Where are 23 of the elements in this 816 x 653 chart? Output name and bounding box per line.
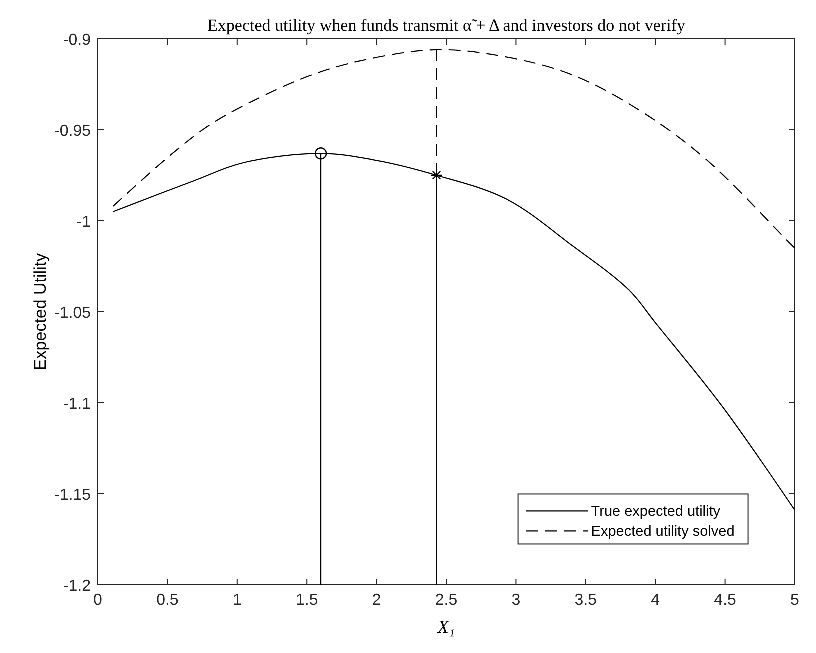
legend-label: Expected utility solved bbox=[591, 524, 735, 540]
x-tick-label: 3.5 bbox=[574, 592, 598, 609]
chart-title: Expected utility when funds transmit α̃ + Δ and investors do not verify bbox=[208, 16, 686, 35]
y-tick-label: -1.05 bbox=[54, 305, 92, 322]
x-tick-label: 2.5 bbox=[435, 592, 458, 609]
x-tick-label: 2 bbox=[372, 592, 382, 609]
x-tick-label: 3 bbox=[512, 592, 521, 609]
x-tick-label: 1.5 bbox=[296, 592, 318, 609]
y-tick-label: -1.2 bbox=[63, 578, 92, 595]
x-tick-label: 0 bbox=[94, 592, 103, 609]
y-axis-title: Expected Utility bbox=[31, 252, 50, 371]
x-axis-title: X₁ bbox=[436, 617, 456, 637]
y-tick-label: -1.15 bbox=[54, 487, 92, 504]
x-tick-label: 4.5 bbox=[714, 592, 737, 609]
x-tick-label: 4 bbox=[651, 592, 660, 609]
x-tick-label: 5 bbox=[790, 592, 800, 609]
x-tick-label: 1 bbox=[232, 592, 242, 609]
y-tick-label: -1.1 bbox=[63, 396, 92, 413]
x-tick-label: 0.5 bbox=[156, 592, 179, 609]
y-tick-label: -1 bbox=[76, 214, 92, 231]
y-tick-label: -0.9 bbox=[63, 32, 92, 49]
legend-label: True expected utility bbox=[591, 504, 722, 520]
y-tick-label: -0.95 bbox=[54, 123, 92, 140]
